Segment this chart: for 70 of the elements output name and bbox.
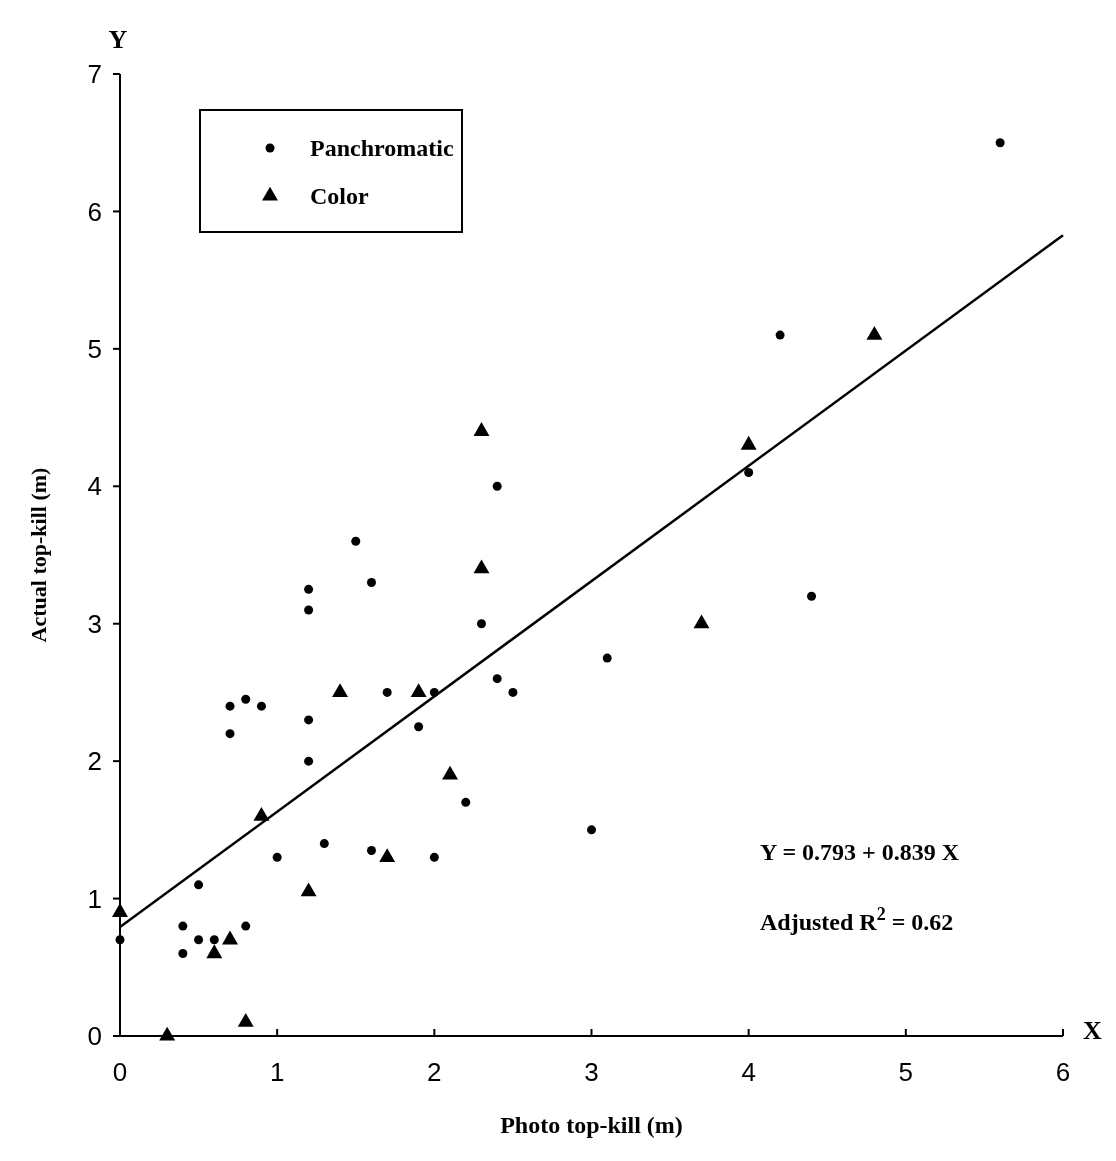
y-tick-label: 0 [87, 1021, 102, 1052]
point [304, 715, 314, 725]
point [587, 825, 596, 835]
point [256, 701, 266, 711]
point [351, 536, 361, 546]
point [492, 481, 502, 491]
legend-label: Color [310, 183, 369, 210]
point [429, 852, 439, 862]
y-axis-title: Actual top-kill (m) [26, 467, 51, 643]
point [241, 694, 251, 704]
y-tick-label: 3 [87, 608, 102, 639]
y-tick-label: 6 [87, 196, 102, 227]
point [414, 722, 424, 732]
y-tick-label: 5 [87, 333, 102, 364]
point [379, 848, 396, 862]
x-tick-label: 6 [1055, 1057, 1071, 1087]
point [476, 619, 486, 629]
point [206, 944, 223, 959]
x-tick-label: 0 [112, 1057, 128, 1087]
point [744, 468, 754, 478]
point [602, 653, 612, 663]
x-tick-label: 2 [427, 1057, 442, 1087]
point [237, 1013, 254, 1027]
point [366, 845, 376, 855]
point [995, 138, 1005, 148]
point [410, 683, 427, 698]
point [225, 701, 235, 711]
text: X [1083, 1016, 1102, 1045]
point [194, 935, 204, 945]
point [332, 683, 348, 698]
point [807, 591, 817, 601]
x-tick-label: 3 [584, 1057, 599, 1087]
point [225, 729, 235, 739]
x-tick-label: 5 [898, 1057, 914, 1087]
legend-label: Panchromatic [310, 135, 454, 162]
point [508, 687, 518, 697]
point [304, 584, 314, 594]
point [304, 605, 314, 615]
y-tick-label: 7 [87, 59, 102, 90]
point [209, 935, 219, 945]
annotation: Y = 0.793 + 0.839 X [760, 839, 960, 865]
y-tick-label: 4 [87, 471, 102, 502]
x-tick-label: 4 [741, 1057, 756, 1087]
point [366, 577, 376, 587]
point [382, 687, 392, 697]
point [253, 806, 270, 821]
point [775, 330, 785, 340]
point [492, 674, 502, 684]
x-axis-title: Photo top-kill (m) [500, 1112, 683, 1138]
point [442, 765, 459, 780]
y-tick-label: 2 [87, 746, 102, 777]
x-tick-label: 1 [269, 1057, 285, 1087]
point [304, 756, 314, 766]
point [222, 930, 238, 945]
y-tick-label: 1 [87, 883, 102, 914]
point [194, 880, 204, 890]
point [272, 852, 282, 862]
annotation: Adjusted R$^{2}$ = 0.62 [760, 904, 954, 935]
point [319, 839, 329, 849]
point [241, 921, 251, 931]
point [115, 935, 125, 945]
point [178, 949, 188, 959]
text: Y [108, 25, 128, 54]
point [693, 614, 710, 629]
point [159, 1026, 176, 1041]
point [300, 882, 317, 897]
point [473, 559, 490, 574]
point [112, 903, 128, 917]
point [178, 921, 188, 931]
point [461, 797, 471, 807]
